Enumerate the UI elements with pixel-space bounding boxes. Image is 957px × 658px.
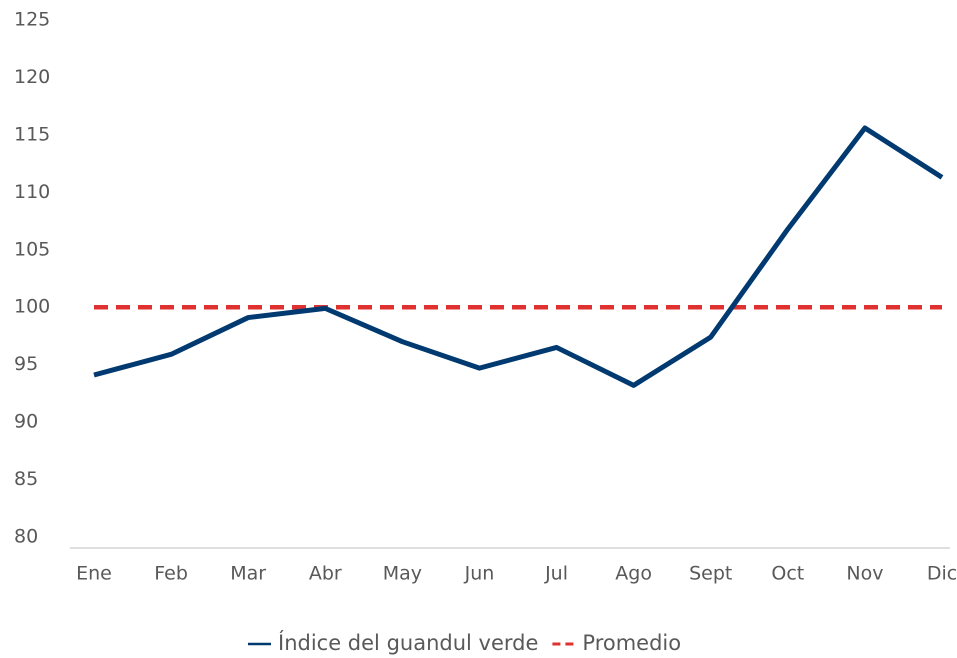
y-tick-label: 80 <box>14 526 38 548</box>
x-tick-label: Ene <box>76 563 112 585</box>
y-tick-label: 90 <box>14 411 38 433</box>
y-tick-label: 85 <box>14 468 38 490</box>
y-tick-label: 105 <box>14 238 50 260</box>
x-tick-label: Abr <box>309 563 342 585</box>
x-tick-label: Jun <box>464 563 495 585</box>
x-tick-label: Mar <box>230 563 266 585</box>
y-tick-label: 95 <box>14 353 38 375</box>
x-tick-label: May <box>383 563 422 585</box>
y-tick-label: 125 <box>14 9 50 31</box>
y-tick-label: 110 <box>14 181 50 203</box>
x-tick-label: Sept <box>689 563 732 585</box>
y-tick-label: 115 <box>14 123 50 145</box>
x-tick-label: Jul <box>544 563 568 585</box>
legend-label: Promedio <box>582 631 681 655</box>
x-tick-label: Nov <box>846 563 883 585</box>
legend-label: Índice del guandul verde <box>278 630 538 655</box>
x-tick-label: Feb <box>154 563 188 585</box>
x-tick-label: Oct <box>771 563 804 585</box>
y-tick-label: 120 <box>14 66 50 88</box>
x-tick-label: Dic <box>927 563 957 585</box>
x-tick-label: Ago <box>615 563 652 585</box>
series-line <box>93 125 944 388</box>
y-tick-label: 100 <box>14 296 50 318</box>
